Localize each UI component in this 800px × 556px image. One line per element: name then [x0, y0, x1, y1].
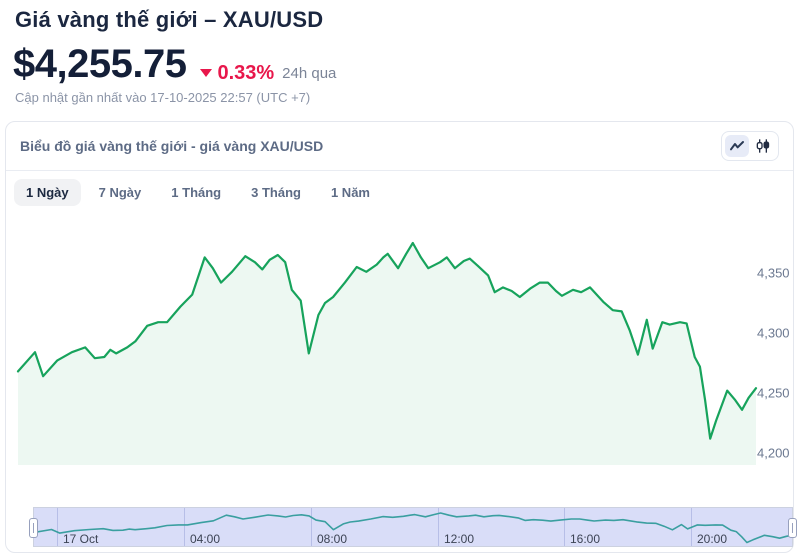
- navigator-time-label: 20:00: [697, 532, 728, 546]
- range-tab-3-tháng[interactable]: 3 Tháng: [251, 185, 301, 200]
- range-tabs: 1 Ngày 7 Ngày 1 Tháng 3 Tháng 1 Năm: [14, 179, 382, 206]
- navigator-time-label: 08:00: [317, 532, 348, 546]
- range-navigator[interactable]: 17 Oct 04:00 08:00 12:00 16:00 20:00: [29, 507, 797, 547]
- line-chart-icon[interactable]: [725, 135, 749, 157]
- change-percent: 0.33%: [217, 61, 275, 84]
- range-tab-1-ngày[interactable]: 1 Ngày: [14, 179, 81, 206]
- navigator-mini-chart: [34, 512, 794, 544]
- price-change: 0.33% 24h qua: [200, 62, 336, 85]
- navigator-time-label: 04:00: [190, 532, 221, 546]
- candlestick-icon[interactable]: [751, 135, 775, 157]
- navigator-left-handle[interactable]: [29, 518, 38, 538]
- navigator-gridline: [564, 508, 565, 546]
- chart-type-toggle: [721, 131, 779, 161]
- y-axis-tick: 4,350: [757, 265, 790, 281]
- price-row: $4,255.75 0.33% 24h qua: [13, 42, 336, 87]
- page-title: Giá vàng thế giới – XAU/USD: [15, 7, 324, 32]
- current-price: $4,255.75: [13, 42, 187, 86]
- chart-plot-area[interactable]: [14, 225, 759, 470]
- navigator-right-handle[interactable]: [788, 518, 797, 538]
- down-triangle-icon: [200, 69, 213, 77]
- y-axis-tick: 4,250: [757, 385, 790, 401]
- last-updated-note: Cập nhật gần nhất vào 17-10-2025 22:57 (…: [15, 90, 311, 105]
- chart-card-header: Biểu đồ giá vàng thế giới - giá vàng XAU…: [6, 122, 793, 171]
- navigator-time-label: 12:00: [444, 532, 475, 546]
- navigator-gridline: [184, 508, 185, 546]
- y-axis-tick: 4,200: [757, 445, 790, 461]
- navigator-gridline: [57, 508, 58, 546]
- chart-card-title: Biểu đồ giá vàng thế giới - giá vàng XAU…: [20, 138, 324, 154]
- y-axis-tick: 4,300: [757, 325, 790, 341]
- change-period-label: 24h qua: [282, 64, 337, 82]
- range-tab-1-năm[interactable]: 1 Năm: [330, 185, 370, 200]
- range-tab-1-tháng[interactable]: 1 Tháng: [171, 185, 222, 200]
- navigator-gridline: [438, 508, 439, 546]
- navigator-gridline: [311, 508, 312, 546]
- navigator-time-label: 16:00: [570, 532, 601, 546]
- range-tab-7-ngày[interactable]: 7 Ngày: [98, 185, 142, 200]
- navigator-time-label: 17 Oct: [63, 532, 99, 546]
